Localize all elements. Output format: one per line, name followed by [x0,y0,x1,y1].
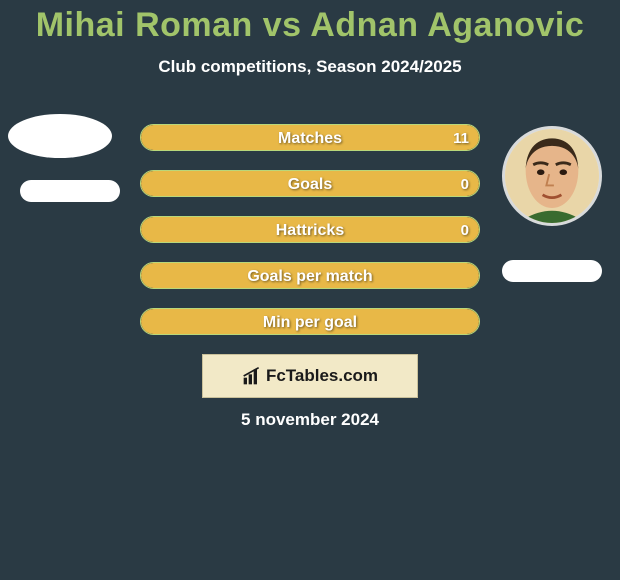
stat-row: Hattricks0 [140,216,480,243]
player-left-avatar [8,114,112,158]
bars-icon [242,366,262,386]
stat-label: Hattricks [141,217,479,243]
page-title: Mihai Roman vs Adnan Aganovic [0,0,620,45]
stat-value-right: 0 [461,171,469,197]
stat-value-right: 11 [453,125,469,151]
stat-label: Min per goal [141,309,479,335]
player-right-team-pill [502,260,602,282]
face-icon [505,129,599,223]
stats-bars-container: Matches11Goals0Hattricks0Goals per match… [140,124,480,354]
update-date: 5 november 2024 [0,410,620,430]
page-subtitle: Club competitions, Season 2024/2025 [0,57,620,77]
stat-label: Goals per match [141,263,479,289]
source-badge[interactable]: FcTables.com [202,354,418,398]
player-right-avatar [502,126,602,226]
source-badge-text: FcTables.com [266,366,378,386]
stat-value-right: 0 [461,217,469,243]
stat-row: Min per goal [140,308,480,335]
stat-label: Goals [141,171,479,197]
stat-label: Matches [141,125,479,151]
stat-row: Matches11 [140,124,480,151]
stat-row: Goals0 [140,170,480,197]
stat-row: Goals per match [140,262,480,289]
player-left-team-pill [20,180,120,202]
